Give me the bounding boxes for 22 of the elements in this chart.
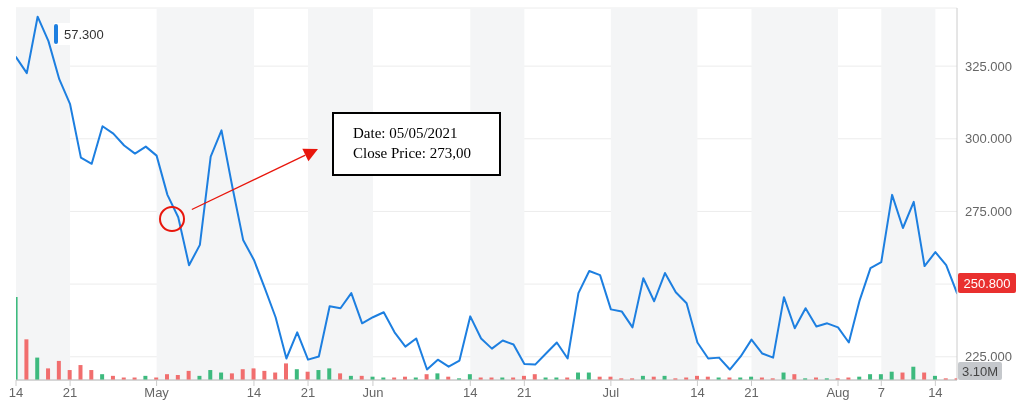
x-tick-label: 21 bbox=[62, 385, 78, 401]
text: 250.800 bbox=[963, 276, 1011, 291]
y-tick-label: 325.000 bbox=[965, 58, 1012, 74]
y-tick-label: 225.000 bbox=[965, 349, 1012, 365]
x-tick-label: 21 bbox=[517, 385, 532, 401]
x-tick-label: 14 bbox=[928, 385, 943, 401]
x-tick-label: 21 bbox=[300, 385, 316, 401]
y-tick-label: 275.000 bbox=[965, 204, 1012, 220]
annotation: Date: 05/05/2021 Close Price: 273,00 bbox=[353, 125, 471, 161]
x-tick-label: 7 bbox=[877, 385, 885, 401]
x-tick-label: Jun bbox=[362, 385, 384, 401]
x-tick-label: 14 bbox=[463, 385, 478, 401]
x-tick-label: 14 bbox=[246, 385, 262, 401]
y-tick-label: 300.000 bbox=[965, 131, 1012, 147]
x-tick-label: 14 bbox=[690, 385, 705, 401]
x-tick-label: 14 bbox=[8, 385, 24, 401]
x-tick-label: Jul bbox=[602, 385, 620, 401]
text: 3.10M bbox=[961, 364, 999, 379]
x-tick-label: 21 bbox=[744, 385, 759, 401]
annotation: 57.300 bbox=[64, 27, 104, 42]
x-tick-label: Aug bbox=[826, 385, 850, 401]
x-tick-label: May bbox=[144, 385, 170, 401]
